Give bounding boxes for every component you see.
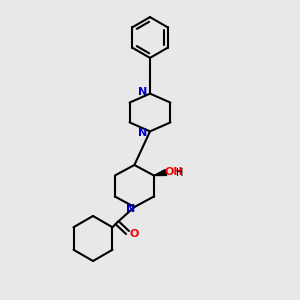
Text: N: N [138, 87, 147, 97]
Text: OH: OH [164, 167, 183, 177]
Text: H: H [176, 168, 183, 178]
Text: N: N [126, 204, 135, 214]
Polygon shape [154, 169, 167, 175]
Text: N: N [138, 128, 147, 138]
Text: O: O [129, 229, 139, 239]
